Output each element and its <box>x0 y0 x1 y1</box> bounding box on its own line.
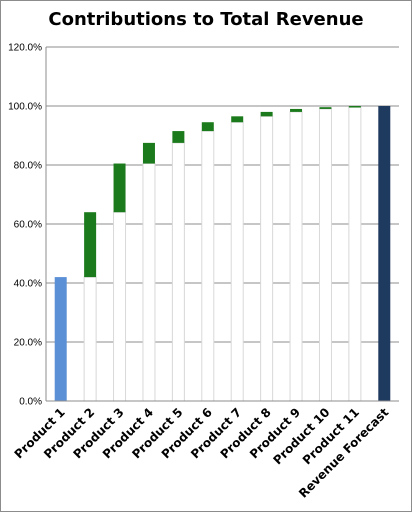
chart-title: Contributions to Total Revenue <box>48 9 364 30</box>
y-tick-label: 60.0% <box>14 220 42 231</box>
base-bar <box>230 121 244 402</box>
contribution-bar <box>54 277 67 401</box>
contribution-bar <box>113 163 126 213</box>
base-bar <box>171 142 185 402</box>
y-tick-label: 100.0% <box>8 102 42 113</box>
base-bar <box>289 111 303 402</box>
contribution-bar <box>348 106 361 108</box>
y-tick-label: 20.0% <box>14 338 42 349</box>
base-bar <box>142 163 156 402</box>
contribution-bar <box>172 131 185 143</box>
y-tick-label: 0.0% <box>19 397 42 408</box>
contribution-bar <box>260 111 273 117</box>
y-tick-label: 80.0% <box>14 161 42 172</box>
contribution-bar <box>201 122 214 132</box>
y-tick-label: 120.0% <box>8 43 42 54</box>
base-bar <box>318 108 332 402</box>
base-bar <box>113 211 127 402</box>
contribution-bar <box>142 142 155 164</box>
y-tick-label: 40.0% <box>14 279 42 290</box>
base-bar <box>348 106 362 402</box>
base-bar <box>83 276 97 402</box>
base-bar <box>260 115 274 402</box>
contribution-bar <box>290 108 303 112</box>
contribution-bar <box>231 116 244 123</box>
total-bar <box>378 106 391 401</box>
contribution-bar <box>319 107 332 109</box>
base-bar <box>201 130 215 402</box>
contribution-bar <box>84 212 97 278</box>
